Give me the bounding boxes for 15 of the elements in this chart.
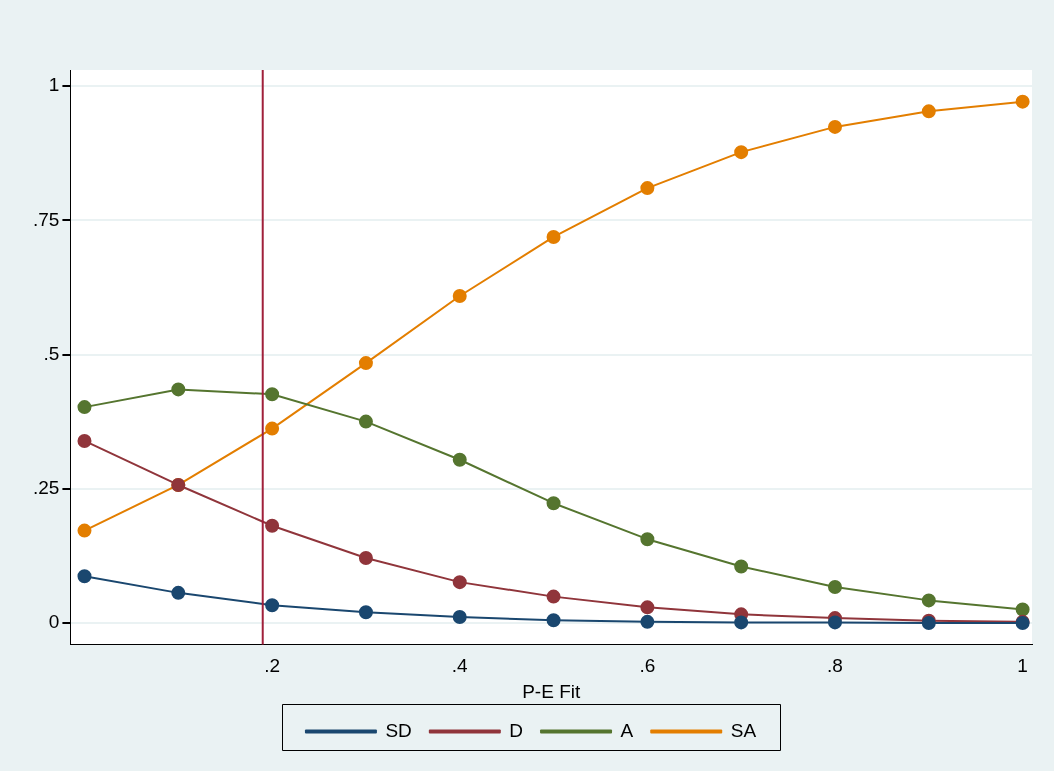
y-tick-label: .75 [32,208,60,230]
y-tick-label: .5 [43,342,60,364]
legend-label: D [509,719,524,741]
x-tick-label: .2 [264,655,281,677]
y-tick-label: .25 [32,476,60,498]
y-tick-label: 1 [48,74,60,96]
x-tick-label: .6 [639,655,656,677]
legend-label: SD [385,719,412,741]
x-tick-label: 1 [1017,655,1028,677]
x-tick-label: .4 [451,655,469,677]
legend-label: A [620,719,634,741]
x-tick-label: .8 [827,655,843,677]
x-axis-title: P-E Fit [522,680,581,702]
y-tick-label: 0 [48,611,60,633]
legend-label: SA [730,719,757,741]
